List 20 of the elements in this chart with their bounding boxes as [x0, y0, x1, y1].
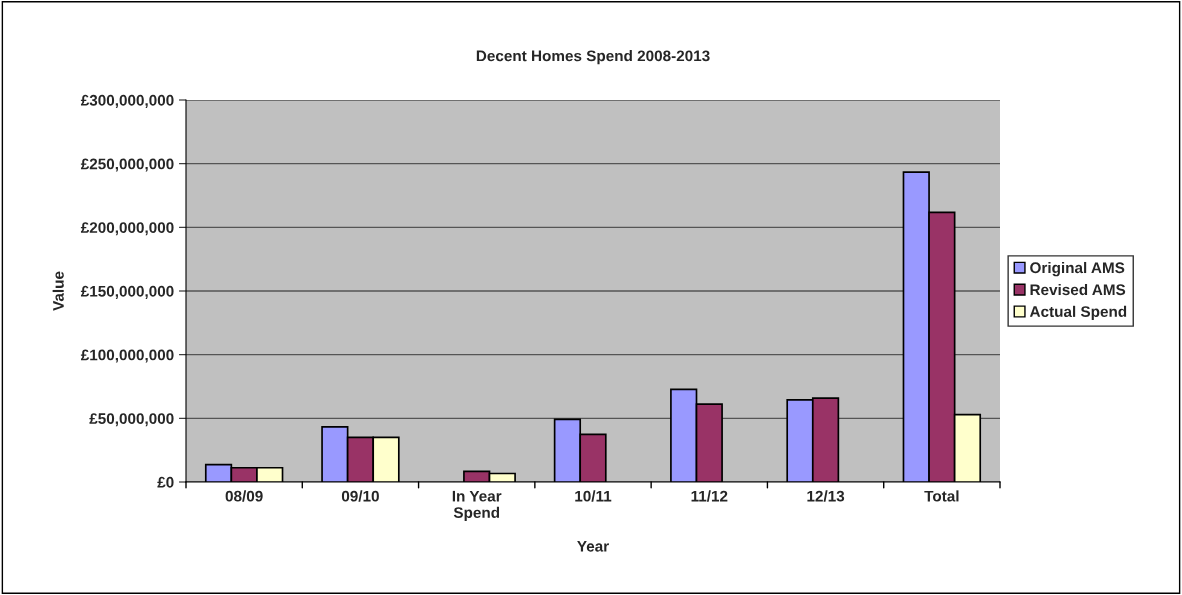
- x-tick-label: 08/09: [225, 490, 263, 502]
- legend-label: Revised AMS: [1030, 283, 1126, 296]
- x-tick-label: 10/11: [575, 490, 612, 502]
- y-tick-label: £150,000,000: [80, 285, 174, 299]
- y-tick-label: £200,000,000: [80, 222, 174, 236]
- y-tick-label: £300,000,000: [80, 94, 174, 108]
- x-tick-label: 12/13: [807, 490, 845, 502]
- y-tick-label: £50,000,000: [89, 413, 174, 427]
- y-tick-label: £0: [157, 476, 174, 488]
- x-axis-title: Year: [577, 541, 609, 552]
- y-tick-label: £100,000,000: [80, 349, 174, 363]
- x-tick-label: 11/12: [691, 490, 728, 502]
- legend-label: Original AMS: [1030, 261, 1125, 277]
- x-tick-label: 09/10: [341, 490, 379, 502]
- x-tick-label: Total: [924, 490, 959, 502]
- y-tick-label: £250,000,000: [80, 158, 174, 172]
- x-tick-label: In Year Spend: [452, 490, 502, 522]
- y-axis-title: Value: [52, 271, 64, 311]
- chart-title: Decent Homes Spend 2008-2013: [476, 50, 710, 65]
- legend-label: Actual Spend: [1029, 305, 1127, 321]
